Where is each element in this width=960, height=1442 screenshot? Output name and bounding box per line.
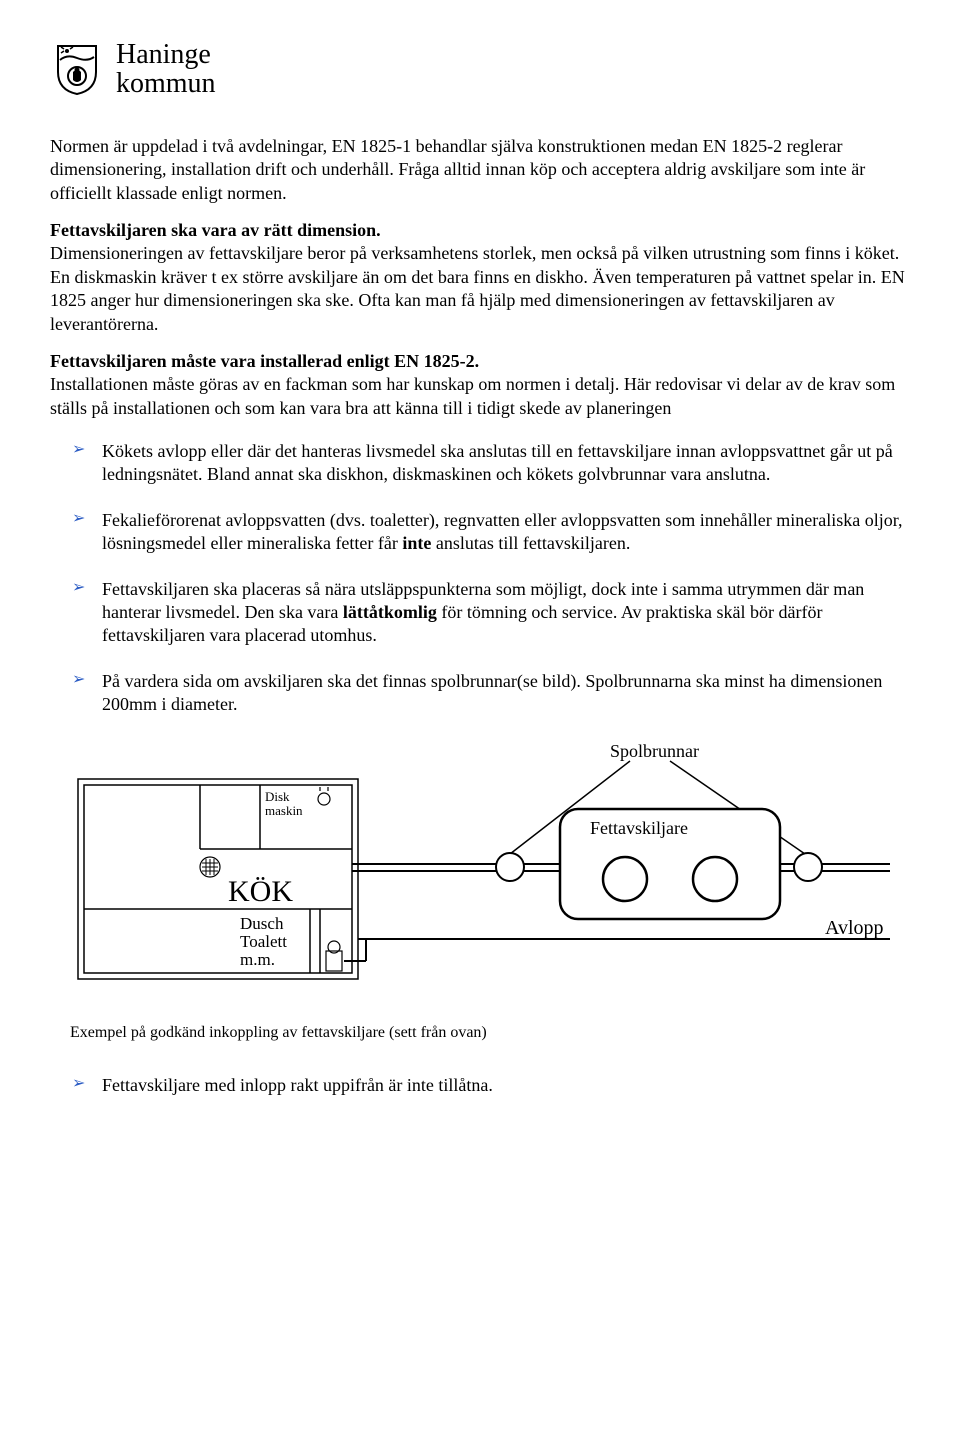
requirements-list-cont: Fettavskiljare med inlopp rakt uppifrån … <box>50 1074 910 1097</box>
svg-text:maskin: maskin <box>265 803 303 818</box>
paragraph-dimension: Dimensioneringen av fettavskiljare beror… <box>50 243 905 333</box>
svg-text:m.m.: m.m. <box>240 950 275 969</box>
connection-diagram: Spolbrunnar Disk maskin KÖK Dusch Toalet… <box>70 739 910 1015</box>
heading-install: Fettavskiljaren måste vara installerad e… <box>50 351 479 371</box>
section-install: Fettavskiljaren måste vara installerad e… <box>50 350 910 420</box>
svg-text:Fettavskiljare: Fettavskiljare <box>590 818 688 838</box>
org-name-line1: Haninge <box>116 40 216 69</box>
svg-text:Toalett: Toalett <box>240 932 287 951</box>
org-name: Haninge kommun <box>116 40 216 99</box>
section-dimension: Fettavskiljaren ska vara av rätt dimensi… <box>50 219 910 336</box>
label-spolbrunnar: Spolbrunnar <box>610 741 699 761</box>
svg-text:Disk: Disk <box>265 789 290 804</box>
paragraph-install: Installationen måste göras av en fackman… <box>50 374 895 417</box>
svg-text:KÖK: KÖK <box>228 875 293 908</box>
org-name-line2: kommun <box>116 69 216 98</box>
list-item: Fettavskiljaren ska placeras så nära uts… <box>102 578 910 648</box>
header-logo: Haninge kommun <box>50 40 910 99</box>
list-item: Fettavskiljare med inlopp rakt uppifrån … <box>102 1074 910 1097</box>
svg-text:Dusch: Dusch <box>240 914 284 933</box>
paragraph-intro: Normen är uppdelad i två avdelningar, EN… <box>50 135 910 205</box>
diagram-caption: Exempel på godkänd inkoppling av fettavs… <box>70 1023 910 1044</box>
list-item: Kökets avlopp eller där det hanteras liv… <box>102 440 910 487</box>
list-item: På vardera sida om avskiljaren ska det f… <box>102 670 910 717</box>
heading-dimension: Fettavskiljaren ska vara av rätt dimensi… <box>50 220 381 240</box>
coat-of-arms-icon <box>50 42 104 96</box>
svg-text:Avlopp: Avlopp <box>825 917 884 939</box>
requirements-list: Kökets avlopp eller där det hanteras liv… <box>50 440 910 717</box>
list-item: Fekalieförorenat avloppsvatten (dvs. toa… <box>102 509 910 556</box>
